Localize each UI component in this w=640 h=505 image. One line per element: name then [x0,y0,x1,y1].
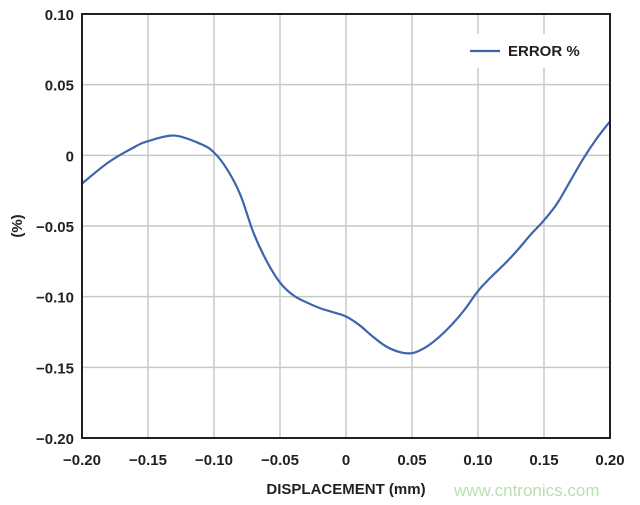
y-tick-label: −0.15 [36,360,74,377]
y-tick-label: −0.10 [36,290,74,307]
y-tick-label: 0.10 [45,7,74,24]
y-tick-label: −0.05 [36,219,74,236]
x-tick-label: 0.05 [397,452,426,469]
x-tick-labels: −0.20 −0.15 −0.10 −0.05 0 0.05 0.10 0.15 0.20 [63,452,625,469]
y-tick-label: −0.20 [36,431,74,448]
plot-frame [81,13,611,439]
y-axis-label: (%) [9,214,26,237]
x-tick-label: −0.20 [63,452,101,469]
legend-label-error: ERROR % [508,43,580,60]
x-tick-label: −0.15 [129,452,167,469]
x-tick-label: −0.05 [261,452,299,469]
watermark: www.cntronics.com [453,481,599,500]
grid [81,13,611,439]
x-axis-label: DISPLACEMENT (mm) [266,481,425,498]
y-tick-labels: 0.10 0.05 0 −0.05 −0.10 −0.15 −0.20 [36,7,74,448]
y-tick-label: 0.05 [45,78,74,95]
series-line-error [81,120,611,355]
x-tick-label: 0.20 [595,452,624,469]
x-tick-label: 0.10 [463,452,492,469]
x-tick-label: −0.10 [195,452,233,469]
x-tick-label: 0.15 [529,452,558,469]
y-tick-label: 0 [66,148,74,165]
x-tick-label: 0 [342,452,350,469]
